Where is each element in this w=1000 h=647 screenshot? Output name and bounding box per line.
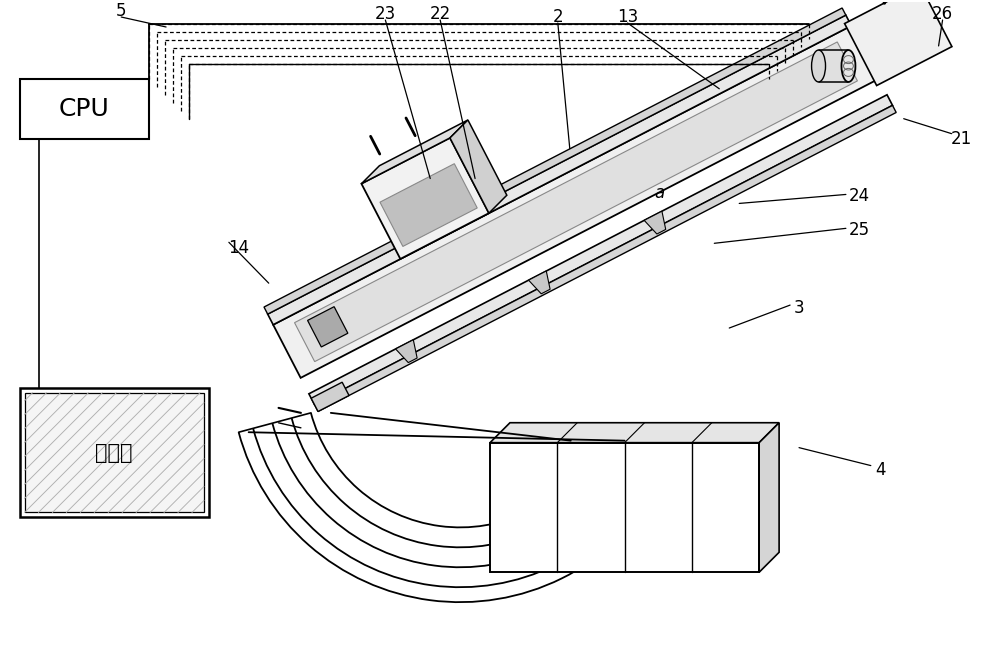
Text: 24: 24 (848, 188, 869, 206)
Polygon shape (529, 271, 550, 294)
Text: 14: 14 (228, 239, 249, 258)
Polygon shape (759, 422, 779, 572)
Polygon shape (361, 120, 468, 184)
Polygon shape (490, 422, 779, 443)
Polygon shape (311, 382, 349, 411)
Bar (20, 388, 209, 518)
Polygon shape (308, 307, 348, 347)
Text: 5: 5 (116, 2, 126, 20)
Text: 3: 3 (794, 299, 804, 317)
Bar (490, 443, 759, 572)
Polygon shape (309, 94, 893, 404)
Polygon shape (450, 120, 507, 213)
Ellipse shape (841, 50, 855, 82)
Polygon shape (380, 164, 477, 247)
Polygon shape (396, 340, 417, 362)
Text: 22: 22 (430, 5, 451, 23)
Ellipse shape (812, 50, 826, 82)
Text: CPU: CPU (59, 97, 110, 121)
Polygon shape (644, 211, 666, 234)
Text: 25: 25 (848, 221, 869, 239)
Bar (25, 393, 204, 512)
Text: 21: 21 (951, 129, 972, 148)
Text: 4: 4 (876, 461, 886, 479)
Text: 显示屏: 显示屏 (95, 443, 133, 463)
Text: a: a (654, 184, 665, 203)
Polygon shape (295, 42, 857, 362)
Text: 26: 26 (932, 5, 953, 23)
Polygon shape (314, 105, 896, 411)
Text: 2: 2 (553, 8, 563, 26)
Polygon shape (845, 0, 952, 85)
Text: 23: 23 (375, 5, 396, 23)
Polygon shape (264, 8, 846, 314)
Polygon shape (268, 15, 851, 325)
Polygon shape (273, 26, 879, 378)
Bar (20, 79, 149, 138)
Polygon shape (361, 138, 489, 259)
Text: 13: 13 (617, 8, 638, 26)
